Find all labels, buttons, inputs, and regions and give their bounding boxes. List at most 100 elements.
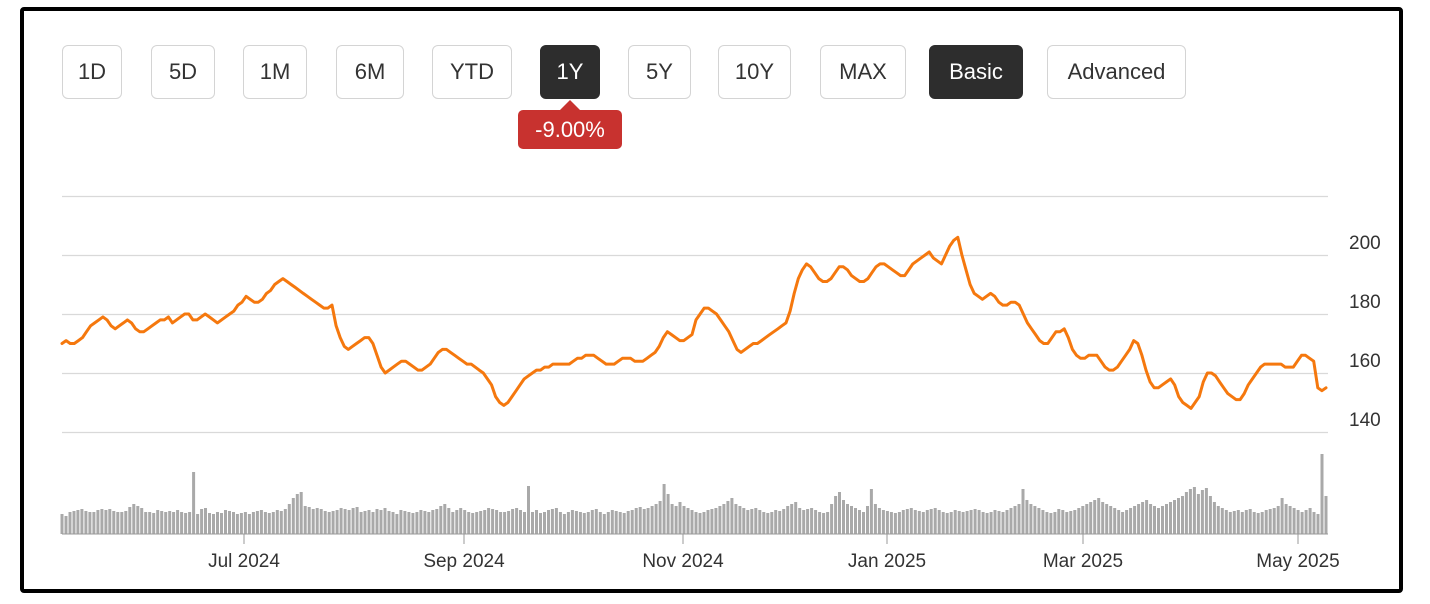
range-button-ytd[interactable]: YTD (432, 45, 512, 99)
volume-bar (1149, 504, 1153, 534)
x-axis-tick-labels: Jul 2024 Sep 2024 Nov 2024 Jan 2025 Mar 2025… (208, 551, 1340, 572)
volume-bar (794, 502, 798, 534)
range-button-1y[interactable]: 1Y (540, 45, 600, 99)
volume-bar (778, 511, 782, 534)
volume-bar (104, 510, 108, 534)
range-button-5y[interactable]: 5Y (628, 45, 691, 99)
volume-bar (251, 512, 255, 534)
volume-bar (917, 511, 921, 534)
volume-bar (1157, 508, 1160, 534)
volume-bar (921, 512, 925, 534)
volume-bar (1105, 504, 1109, 534)
volume-bar (523, 512, 526, 534)
volume-bar (467, 512, 471, 534)
volume-bar (973, 509, 977, 534)
volume-bar (267, 513, 271, 534)
volume-bar (379, 510, 383, 534)
volume-bar (407, 512, 411, 534)
volume-bar (1081, 506, 1085, 534)
volume-bar (479, 511, 483, 534)
volume-bar (1117, 510, 1121, 534)
volume-bar (423, 511, 427, 534)
volume-bar (1220, 508, 1224, 534)
volume-bar (786, 506, 790, 534)
volume-bar (359, 512, 363, 534)
volume-bar (598, 512, 602, 534)
volume-bar (582, 513, 586, 534)
volume-bar (957, 511, 961, 534)
volume-bar (1037, 508, 1041, 534)
volume-bar (1296, 510, 1300, 534)
volume-bar (491, 509, 495, 534)
volume-bar (710, 509, 714, 534)
volume-bar (307, 507, 311, 534)
volume-bar (311, 509, 315, 534)
volume-bar (1137, 504, 1141, 534)
volume-bar (818, 512, 822, 534)
volume-bar (1280, 498, 1284, 534)
volume-bar (447, 508, 451, 534)
volume-bar (196, 514, 200, 534)
volume-bar (411, 513, 415, 534)
volume-bar (515, 508, 519, 534)
volume-bar (953, 510, 957, 534)
volume-bar (172, 512, 176, 534)
volume-bar (838, 492, 841, 534)
volume-bar (1089, 502, 1093, 534)
volume-bar (626, 511, 630, 534)
volume-bar (881, 510, 885, 534)
range-button-6m[interactable]: 6M (336, 45, 404, 99)
range-button-1m[interactable]: 1M (243, 45, 307, 99)
volume-bar (746, 510, 750, 534)
volume-bar (738, 506, 742, 534)
change-badge-pointer (560, 100, 580, 110)
volume-bar (1169, 502, 1172, 534)
volume-bar (455, 510, 459, 534)
mode-button-basic[interactable]: Basic (929, 45, 1023, 99)
range-button-10y[interactable]: 10Y (718, 45, 791, 99)
volume-bar (427, 512, 431, 534)
volume-bar (782, 509, 786, 534)
volume-bar (1029, 504, 1033, 534)
volume-bar (335, 510, 339, 534)
volume-bar (507, 511, 511, 534)
volume-bar (1276, 506, 1280, 534)
volume-bar (642, 509, 646, 534)
volume-bar (578, 512, 582, 534)
volume-bar (60, 514, 64, 534)
volume-bar (554, 508, 558, 534)
volume-bar (1236, 510, 1240, 534)
volume-bar (714, 508, 718, 534)
volume-bar (638, 507, 642, 534)
volume-bar (658, 501, 662, 534)
volume-bar (259, 510, 263, 534)
volume-bar (487, 508, 491, 534)
volume-bar (255, 511, 259, 534)
volume-bar (279, 511, 283, 534)
range-button-max[interactable]: MAX (820, 45, 906, 99)
volume-bar (299, 492, 303, 534)
volume-bar (247, 514, 251, 534)
volume-bar (287, 504, 291, 534)
range-button-1d[interactable]: 1D (62, 45, 122, 99)
volume-bar (925, 510, 929, 534)
volume-bar (120, 512, 124, 534)
volume-bar (706, 510, 710, 534)
volume-bar (933, 508, 937, 534)
volume-bar (909, 508, 913, 534)
volume-bar (367, 510, 371, 534)
volume-bar (730, 498, 734, 534)
volume-bar (148, 512, 152, 534)
volume-bar (1212, 502, 1216, 534)
mode-button-advanced[interactable]: Advanced (1047, 45, 1186, 99)
volume-bar (547, 510, 550, 534)
volume-bar (1053, 512, 1057, 534)
volume-bar (590, 510, 594, 534)
volume-bar (243, 512, 247, 534)
volume-bar (1013, 506, 1017, 534)
volume-bar (834, 496, 838, 534)
volume-bar (893, 513, 897, 534)
range-button-5d[interactable]: 5D (151, 45, 215, 99)
volume-bar (826, 512, 830, 534)
volume-bar (1145, 500, 1149, 534)
